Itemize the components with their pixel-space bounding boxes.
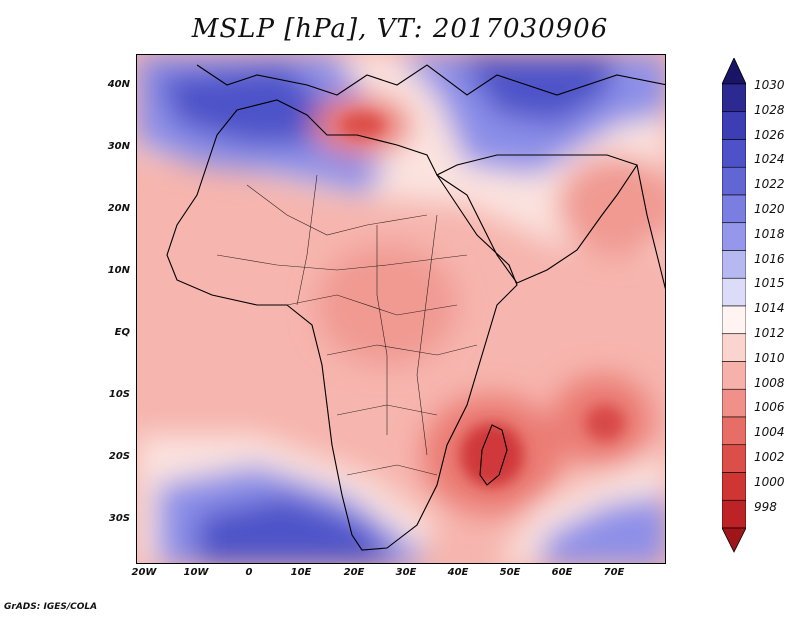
borders — [216, 174, 478, 476]
colorbar-label: 1020 — [754, 202, 785, 216]
colorbar-swatch — [722, 499, 746, 529]
colorbar-swatch — [722, 194, 746, 224]
africa-coast — [166, 99, 518, 551]
low-east-core — [585, 405, 625, 441]
y-tick-label: 20N — [107, 203, 130, 214]
x-tick-label: 0 — [245, 567, 253, 578]
x-tick-label: 10W — [183, 567, 209, 578]
x-tick-label: 20E — [343, 567, 365, 578]
colorbar-bottom-arrow — [722, 527, 746, 553]
y-tick-label: 40N — [107, 79, 130, 90]
colorbar-swatch — [722, 333, 746, 362]
colorbar-swatch — [722, 166, 746, 196]
x-tick-label: 10E — [290, 567, 312, 578]
plot-title: MSLP [hPa], VT: 2017030906 — [191, 14, 609, 44]
colorbar-label: 1022 — [754, 177, 785, 192]
colorbar-swatch — [722, 222, 746, 251]
colorbar-swatch — [722, 83, 746, 113]
colorbar-label: 1012 — [754, 326, 785, 340]
colorbar-label: 1004 — [754, 425, 785, 440]
colorbar-label: 1028 — [754, 102, 785, 117]
colorbar-label: 1016 — [754, 251, 785, 266]
high-core-west — [157, 65, 327, 145]
colorbar — [722, 58, 746, 553]
colorbar-swatch — [722, 250, 746, 279]
x-tick-label: 20W — [131, 567, 157, 578]
y-tick-label: 20S — [108, 451, 130, 462]
y-tick-label: EQ — [114, 327, 130, 338]
colorbar-swatch — [722, 305, 746, 335]
colorbar-label: 1030 — [754, 78, 785, 92]
colorbar-label: 1014 — [754, 301, 785, 316]
high-core-east — [457, 55, 617, 125]
colorbar-top-arrow — [722, 58, 746, 85]
high-south-east — [537, 495, 665, 563]
colorbar-swatch — [722, 139, 746, 168]
madagascar-coast — [479, 424, 508, 486]
india-coast — [636, 164, 665, 290]
low-central-africa — [317, 245, 457, 365]
y-tick-label: 30S — [108, 513, 130, 524]
colorbar-label: 1024 — [754, 152, 785, 167]
colorbar-label: 1018 — [754, 226, 785, 241]
arabia-coast — [435, 154, 638, 284]
x-tick-label: 40E — [447, 567, 469, 578]
colorbar-label: 1006 — [754, 400, 785, 415]
colorbar-label: 1000 — [754, 474, 785, 489]
low-madagascar-core — [460, 423, 524, 487]
y-tick-label: 30N — [107, 141, 130, 152]
colorbar-swatch — [722, 361, 746, 390]
colorbar-label: 1015 — [754, 276, 785, 291]
high-south-core — [197, 495, 396, 563]
mslp-map — [136, 54, 666, 564]
x-tick-label: 60E — [551, 567, 573, 578]
footer-credit: GrADS: IGES/COLA — [4, 602, 98, 612]
colorbar-swatch — [722, 388, 746, 418]
low-arabia — [557, 155, 665, 255]
colorbar-swatch — [722, 277, 746, 307]
x-tick-label: 70E — [603, 567, 625, 578]
colorbar-swatch — [722, 111, 746, 140]
europe-coast — [196, 64, 665, 96]
low-libya-core — [340, 113, 384, 137]
map-svg — [137, 55, 665, 563]
colorbar-swatch — [722, 444, 746, 473]
colorbar-label: 1002 — [754, 450, 785, 464]
y-tick-label: 10N — [107, 265, 130, 276]
colorbar-swatch — [722, 416, 746, 446]
colorbar-label: 1026 — [754, 127, 785, 142]
colorbar-label: 1008 — [754, 375, 785, 390]
x-tick-label: 50E — [499, 567, 521, 578]
coastlines — [166, 64, 665, 551]
colorbar-label: 998 — [754, 499, 777, 514]
x-tick-label: 30E — [395, 567, 417, 578]
colorbar-swatch — [722, 472, 746, 501]
colorbar-label: 1010 — [754, 350, 785, 365]
y-tick-label: 10S — [108, 389, 130, 400]
